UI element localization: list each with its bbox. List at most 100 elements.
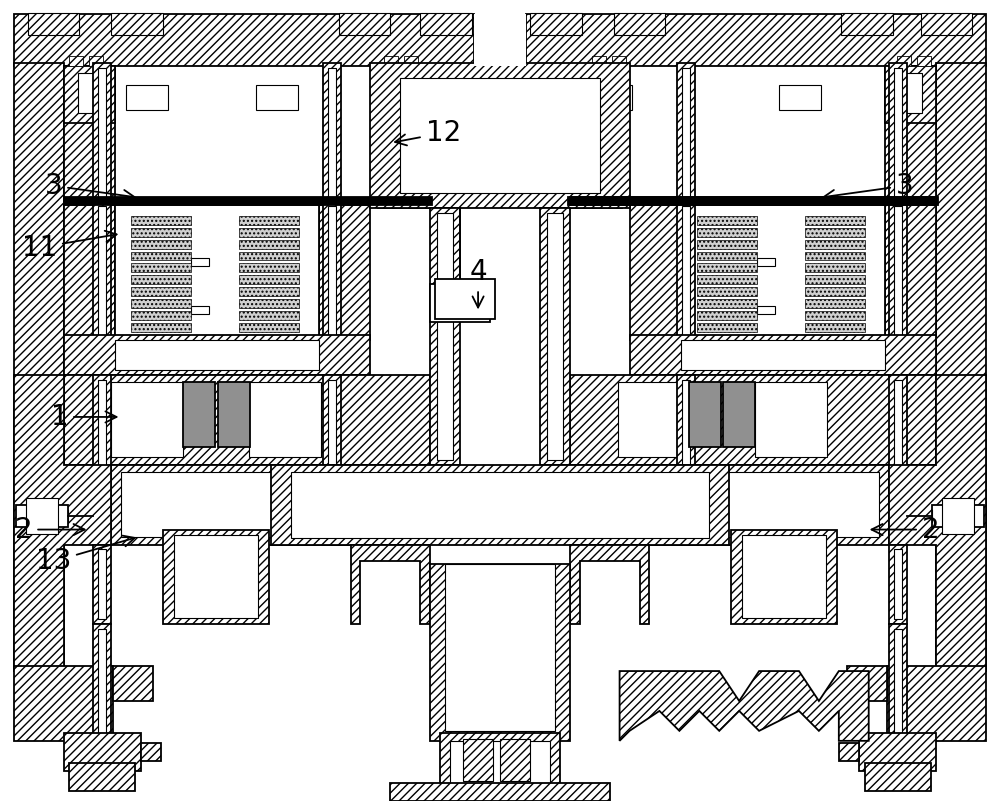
Bar xyxy=(887,666,986,741)
Bar xyxy=(239,323,299,332)
Bar xyxy=(93,624,111,741)
Bar xyxy=(568,196,936,205)
Bar xyxy=(319,205,370,340)
Bar xyxy=(131,299,191,308)
Bar xyxy=(677,63,695,208)
Bar xyxy=(430,208,460,465)
Bar xyxy=(14,666,113,741)
Bar xyxy=(885,66,936,123)
Bar xyxy=(131,311,191,320)
Bar xyxy=(530,14,582,35)
Bar xyxy=(570,66,622,123)
Bar xyxy=(570,375,936,465)
Bar xyxy=(440,733,560,791)
Bar xyxy=(612,56,626,66)
Bar xyxy=(580,472,879,537)
Bar xyxy=(328,380,336,540)
Bar xyxy=(430,285,490,322)
Bar xyxy=(921,14,972,35)
Bar xyxy=(64,196,432,205)
Bar xyxy=(378,66,430,123)
Bar xyxy=(113,666,153,701)
Bar xyxy=(239,216,299,225)
Bar xyxy=(847,666,887,701)
Bar xyxy=(805,264,865,273)
Bar xyxy=(689,382,721,447)
Bar xyxy=(218,382,250,447)
Bar xyxy=(163,529,269,624)
Bar xyxy=(183,382,215,447)
Bar xyxy=(93,545,111,624)
Bar xyxy=(681,205,885,340)
Bar xyxy=(339,14,390,35)
Bar xyxy=(131,240,191,249)
Text: 1: 1 xyxy=(51,403,117,431)
Bar xyxy=(682,68,690,203)
Bar xyxy=(239,264,299,273)
Bar xyxy=(585,73,607,113)
Bar xyxy=(111,14,163,35)
Bar xyxy=(757,306,775,314)
Bar xyxy=(239,275,299,285)
Polygon shape xyxy=(620,671,869,741)
Bar xyxy=(384,56,398,66)
Text: 3: 3 xyxy=(824,172,913,201)
Bar xyxy=(115,205,319,340)
Bar xyxy=(64,733,141,771)
Bar xyxy=(131,228,191,237)
Bar xyxy=(430,565,570,741)
Bar xyxy=(93,63,111,208)
Bar xyxy=(463,739,493,780)
Bar xyxy=(126,85,168,110)
Bar xyxy=(26,498,58,533)
Bar xyxy=(697,216,757,225)
Bar xyxy=(682,205,690,370)
Bar xyxy=(131,323,191,332)
Bar xyxy=(697,252,757,261)
Text: 3: 3 xyxy=(45,172,134,201)
Bar xyxy=(450,741,550,786)
Bar xyxy=(936,63,986,671)
Bar xyxy=(757,258,775,266)
Bar xyxy=(98,630,106,736)
Bar xyxy=(69,763,135,791)
Bar xyxy=(404,56,418,66)
Bar xyxy=(570,196,938,205)
Text: 13: 13 xyxy=(36,536,135,576)
Bar xyxy=(697,275,757,285)
Text: 11: 11 xyxy=(22,231,117,261)
Bar xyxy=(98,380,106,540)
Bar xyxy=(131,252,191,261)
Bar xyxy=(618,382,689,457)
Bar xyxy=(942,498,974,533)
Bar xyxy=(98,68,106,203)
Bar xyxy=(328,205,336,370)
Bar xyxy=(697,311,757,320)
Bar xyxy=(64,375,430,465)
Bar xyxy=(894,380,902,540)
Bar xyxy=(323,375,341,545)
Bar xyxy=(841,14,893,35)
Bar xyxy=(889,200,907,375)
Bar xyxy=(805,299,865,308)
Bar xyxy=(111,382,183,457)
Bar xyxy=(540,208,570,465)
Bar xyxy=(805,228,865,237)
Bar xyxy=(93,200,111,375)
Bar xyxy=(400,78,600,192)
Bar xyxy=(723,382,755,447)
Bar xyxy=(89,56,103,66)
Bar xyxy=(889,545,907,624)
Bar xyxy=(445,565,555,731)
Bar xyxy=(681,340,885,370)
Bar xyxy=(390,783,610,800)
Bar xyxy=(323,200,341,375)
Bar xyxy=(271,465,729,545)
Bar xyxy=(323,63,341,208)
Bar xyxy=(592,56,606,66)
Bar xyxy=(570,465,889,545)
Bar xyxy=(682,380,690,540)
Bar xyxy=(677,375,695,545)
Bar xyxy=(805,287,865,297)
Text: 12: 12 xyxy=(395,119,461,147)
